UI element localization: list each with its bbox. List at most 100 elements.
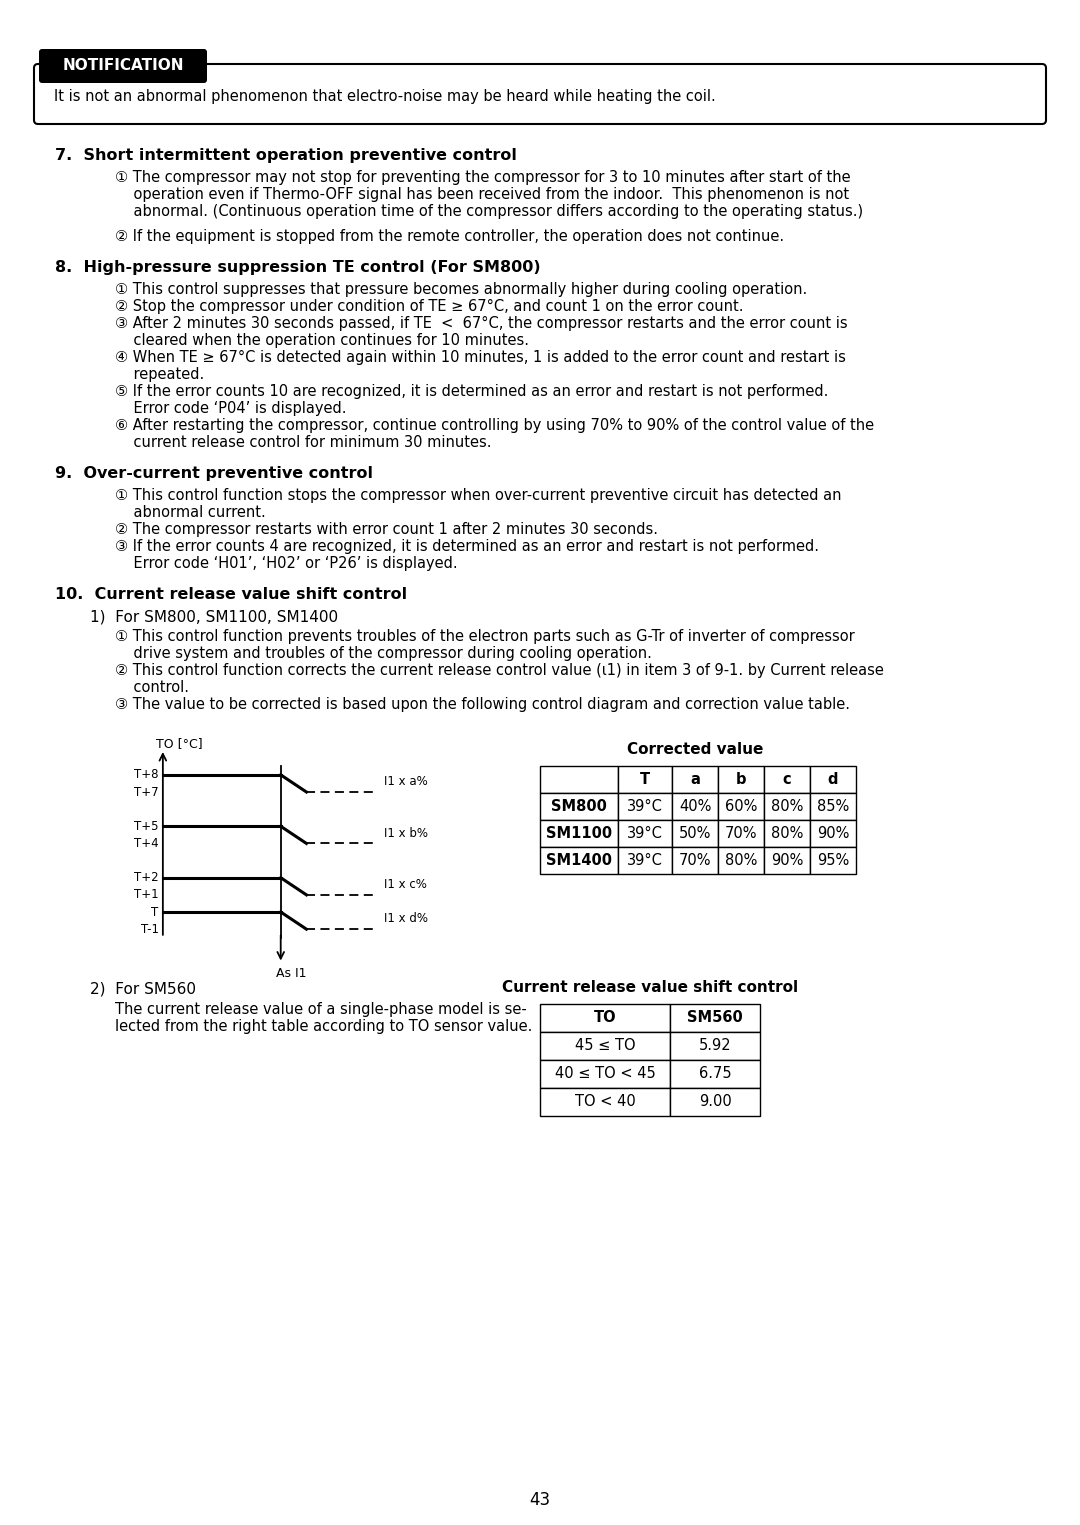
Text: 80%: 80% — [725, 852, 757, 868]
Text: 50%: 50% — [679, 827, 712, 840]
Bar — [540, 846, 618, 874]
Text: ③ After 2 minutes 30 seconds passed, if TE  <  67°C, the compressor restarts and: ③ After 2 minutes 30 seconds passed, if … — [114, 316, 848, 331]
Text: 43: 43 — [529, 1491, 551, 1510]
Text: TO < 40: TO < 40 — [575, 1095, 635, 1110]
Text: 70%: 70% — [725, 827, 757, 840]
Text: I1 x d%: I1 x d% — [383, 912, 428, 926]
Text: T-1: T-1 — [140, 923, 159, 936]
Text: 95%: 95% — [816, 852, 849, 868]
Text: 39°C: 39°C — [627, 827, 663, 840]
Text: ③ The value to be corrected is based upon the following control diagram and corr: ③ The value to be corrected is based upo… — [114, 697, 850, 712]
Text: ② This control function corrects the current release control value (ι1) in item : ② This control function corrects the cur… — [114, 663, 883, 679]
Bar — [718, 846, 764, 874]
Text: 80%: 80% — [771, 799, 804, 814]
Text: 10.  Current release value shift control: 10. Current release value shift control — [55, 587, 407, 602]
Text: 70%: 70% — [678, 852, 712, 868]
Bar — [540, 820, 618, 846]
Bar — [764, 793, 810, 820]
Text: ① This control suppresses that pressure becomes abnormally higher during cooling: ① This control suppresses that pressure … — [114, 282, 807, 297]
Bar — [540, 766, 618, 793]
Text: T: T — [151, 906, 159, 918]
Bar — [764, 766, 810, 793]
Text: SM560: SM560 — [687, 1011, 743, 1025]
Text: 60%: 60% — [725, 799, 757, 814]
Bar — [540, 793, 618, 820]
Text: ④ When TE ≥ 67°C is detected again within 10 minutes, 1 is added to the error co: ④ When TE ≥ 67°C is detected again withi… — [114, 351, 846, 364]
Text: b: b — [735, 772, 746, 787]
Text: 85%: 85% — [816, 799, 849, 814]
Text: ① This control function prevents troubles of the electron parts such as G-Tr of : ① This control function prevents trouble… — [114, 628, 854, 644]
Text: 7.  Short intermittent operation preventive control: 7. Short intermittent operation preventi… — [55, 148, 517, 163]
Text: ① This control function stops the compressor when over-current preventive circui: ① This control function stops the compre… — [114, 488, 841, 503]
Text: T+8: T+8 — [134, 769, 159, 781]
Text: ② If the equipment is stopped from the remote controller, the operation does not: ② If the equipment is stopped from the r… — [114, 229, 784, 244]
Bar — [618, 793, 672, 820]
Text: operation even if Thermo-OFF signal has been received from the indoor.  This phe: operation even if Thermo-OFF signal has … — [114, 188, 849, 201]
Text: I1 x a%: I1 x a% — [383, 775, 428, 788]
Bar — [618, 820, 672, 846]
Text: SM800: SM800 — [551, 799, 607, 814]
Bar — [672, 820, 718, 846]
Text: 5.92: 5.92 — [699, 1039, 731, 1054]
Text: ⑥ After restarting the compressor, continue controlling by using 70% to 90% of t: ⑥ After restarting the compressor, conti… — [114, 418, 874, 433]
Text: ① The compressor may not stop for preventing the compressor for 3 to 10 minutes : ① The compressor may not stop for preven… — [114, 169, 851, 185]
Text: control.: control. — [114, 680, 189, 695]
Bar — [764, 820, 810, 846]
Text: T+2: T+2 — [134, 871, 159, 884]
Bar — [810, 846, 856, 874]
Text: d: d — [827, 772, 838, 787]
Text: ② Stop the compressor under condition of TE ≥ 67°C, and count 1 on the error cou: ② Stop the compressor under condition of… — [114, 299, 743, 314]
Bar — [670, 1003, 760, 1032]
Bar — [718, 766, 764, 793]
Bar — [764, 846, 810, 874]
Bar — [540, 1003, 670, 1032]
Bar — [672, 846, 718, 874]
Bar — [672, 793, 718, 820]
Bar — [718, 820, 764, 846]
Text: SM1100: SM1100 — [545, 827, 612, 840]
Text: 9.00: 9.00 — [699, 1095, 731, 1110]
Text: 8.  High-pressure suppression TE control (For SM800): 8. High-pressure suppression TE control … — [55, 259, 541, 274]
Text: T+5: T+5 — [134, 820, 159, 833]
Bar — [718, 793, 764, 820]
Text: 39°C: 39°C — [627, 799, 663, 814]
Text: Error code ‘H01’, ‘H02’ or ‘P26’ is displayed.: Error code ‘H01’, ‘H02’ or ‘P26’ is disp… — [114, 557, 458, 570]
Text: SM1400: SM1400 — [546, 852, 612, 868]
Text: T+7: T+7 — [134, 785, 159, 799]
Text: repeated.: repeated. — [114, 368, 204, 381]
Text: 40%: 40% — [679, 799, 712, 814]
Bar — [672, 766, 718, 793]
Bar — [540, 1060, 670, 1087]
Bar — [618, 846, 672, 874]
Text: 45 ≤ TO: 45 ≤ TO — [575, 1039, 635, 1054]
Bar — [810, 766, 856, 793]
Bar — [670, 1032, 760, 1060]
Text: a: a — [690, 772, 700, 787]
Text: Error code ‘P04’ is displayed.: Error code ‘P04’ is displayed. — [114, 401, 347, 416]
Text: current release control for minimum 30 minutes.: current release control for minimum 30 m… — [114, 435, 491, 450]
Text: T+4: T+4 — [134, 837, 159, 849]
Text: cleared when the operation continues for 10 minutes.: cleared when the operation continues for… — [114, 332, 529, 348]
Text: 6.75: 6.75 — [699, 1066, 731, 1081]
Text: T+1: T+1 — [134, 889, 159, 901]
Text: 1)  For SM800, SM1100, SM1400: 1) For SM800, SM1100, SM1400 — [90, 608, 338, 624]
Text: 39°C: 39°C — [627, 852, 663, 868]
Bar — [540, 1032, 670, 1060]
Text: I1 x b%: I1 x b% — [383, 827, 428, 840]
Text: TO: TO — [594, 1011, 617, 1025]
Text: The current release value of a single-phase model is se-: The current release value of a single-ph… — [114, 1002, 527, 1017]
Text: 9.  Over-current preventive control: 9. Over-current preventive control — [55, 467, 373, 480]
Text: lected from the right table according to TO sensor value.: lected from the right table according to… — [114, 1019, 532, 1034]
Text: As I1: As I1 — [276, 967, 307, 981]
FancyBboxPatch shape — [39, 49, 207, 82]
Text: abnormal current.: abnormal current. — [114, 505, 266, 520]
Text: T: T — [640, 772, 650, 787]
Bar — [670, 1087, 760, 1116]
Text: It is not an abnormal phenomenon that electro-noise may be heard while heating t: It is not an abnormal phenomenon that el… — [54, 88, 716, 104]
Text: 90%: 90% — [771, 852, 804, 868]
Text: 80%: 80% — [771, 827, 804, 840]
Text: I1 x c%: I1 x c% — [383, 878, 427, 891]
Text: c: c — [783, 772, 792, 787]
Text: drive system and troubles of the compressor during cooling operation.: drive system and troubles of the compres… — [114, 647, 652, 660]
Text: 40 ≤ TO < 45: 40 ≤ TO < 45 — [555, 1066, 656, 1081]
